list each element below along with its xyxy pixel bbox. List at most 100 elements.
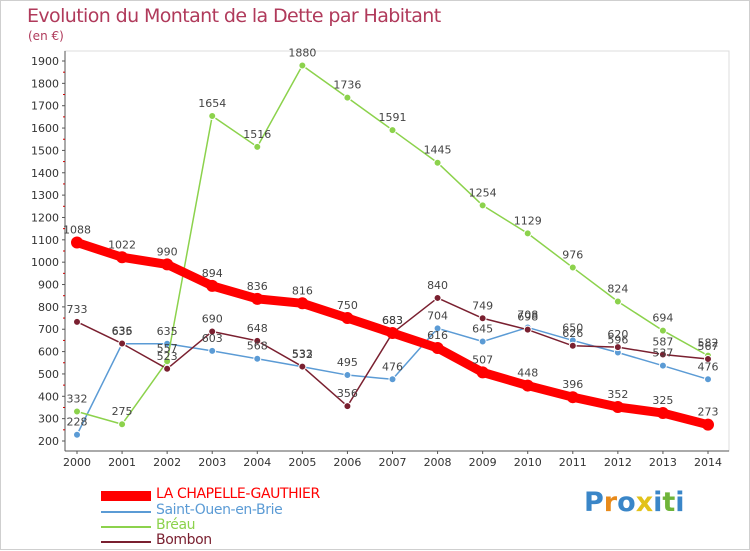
y-tick-label: 1100 bbox=[31, 234, 59, 247]
x-tick-label: 2010 bbox=[514, 456, 542, 469]
data-label: 332 bbox=[67, 392, 88, 405]
data-point bbox=[161, 258, 174, 271]
legend-label: Bréau bbox=[156, 517, 196, 533]
data-label: 476 bbox=[382, 360, 403, 373]
data-point bbox=[613, 343, 622, 352]
data-point bbox=[73, 317, 81, 326]
data-point bbox=[73, 430, 81, 439]
legend-label: Saint-Ouen-en-Brie bbox=[156, 502, 283, 518]
data-label: 733 bbox=[67, 303, 88, 316]
y-tick-label: 1200 bbox=[31, 211, 59, 224]
x-tick-label: 2012 bbox=[604, 456, 632, 469]
y-tick-label: 1800 bbox=[31, 77, 59, 90]
data-point bbox=[523, 325, 532, 334]
data-label: 476 bbox=[698, 360, 719, 373]
data-point bbox=[298, 61, 307, 70]
logo-letter: x bbox=[635, 487, 654, 518]
data-label: 356 bbox=[337, 387, 358, 400]
data-label: 567 bbox=[698, 340, 719, 353]
data-point bbox=[478, 201, 487, 210]
logo-letter: t bbox=[662, 487, 676, 518]
chart-title: Evolution du Montant de la Dette par Hab… bbox=[27, 5, 441, 27]
logo-letter: i bbox=[675, 487, 685, 518]
data-label: 1654 bbox=[198, 97, 226, 110]
x-tick-label: 2005 bbox=[288, 456, 316, 469]
y-tick-label: 1900 bbox=[31, 55, 59, 68]
data-label: 1254 bbox=[469, 186, 497, 199]
data-point bbox=[478, 337, 487, 346]
legend-swatch bbox=[101, 541, 151, 543]
y-tick-label: 400 bbox=[38, 390, 59, 403]
data-label: 1129 bbox=[514, 214, 542, 227]
data-label: 635 bbox=[157, 325, 178, 338]
data-point bbox=[433, 324, 442, 333]
x-tick-label: 2014 bbox=[694, 456, 722, 469]
data-point bbox=[296, 297, 309, 310]
data-point bbox=[433, 158, 442, 167]
data-label: 532 bbox=[292, 348, 313, 361]
y-tick-label: 700 bbox=[38, 323, 59, 336]
data-point bbox=[251, 292, 264, 305]
data-label: 749 bbox=[472, 299, 493, 312]
x-tick-label: 2008 bbox=[424, 456, 452, 469]
data-label: 636 bbox=[112, 325, 133, 338]
data-label: 507 bbox=[472, 353, 493, 366]
data-point bbox=[73, 407, 81, 416]
data-label: 523 bbox=[157, 350, 178, 363]
data-point bbox=[208, 346, 217, 355]
y-tick-label: 800 bbox=[38, 301, 59, 314]
data-point bbox=[118, 339, 127, 348]
data-label: 824 bbox=[607, 283, 628, 296]
data-label: 750 bbox=[337, 299, 358, 312]
y-tick-label: 1300 bbox=[31, 189, 59, 202]
x-tick-label: 2013 bbox=[649, 456, 677, 469]
y-tick-label: 200 bbox=[38, 435, 59, 448]
data-label: 228 bbox=[67, 416, 88, 429]
x-tick-label: 2001 bbox=[108, 456, 136, 469]
data-point bbox=[298, 362, 307, 371]
data-label: 1880 bbox=[288, 46, 316, 59]
data-point bbox=[478, 314, 487, 323]
proxiti-logo: Proxiti bbox=[584, 487, 685, 518]
data-point bbox=[208, 111, 217, 120]
data-label: 635 bbox=[112, 325, 133, 338]
data-label: 1088 bbox=[63, 224, 91, 237]
data-label: 1022 bbox=[108, 238, 136, 251]
data-label: 587 bbox=[652, 335, 673, 348]
data-label: 704 bbox=[427, 309, 448, 322]
data-point bbox=[568, 263, 577, 272]
data-label: 448 bbox=[517, 367, 538, 380]
data-label: 1736 bbox=[333, 79, 361, 92]
y-tick-label: 300 bbox=[38, 413, 59, 426]
data-point bbox=[704, 375, 712, 384]
logo-letter: r bbox=[603, 487, 618, 518]
data-label: 603 bbox=[202, 332, 223, 345]
data-label: 596 bbox=[607, 333, 628, 346]
y-tick-label: 1400 bbox=[31, 167, 59, 180]
data-point bbox=[206, 279, 219, 292]
data-label: 648 bbox=[247, 322, 268, 335]
data-point bbox=[566, 391, 579, 404]
data-point bbox=[702, 418, 714, 431]
logo-letter: P bbox=[584, 487, 604, 518]
legend-label: Bombon bbox=[156, 532, 212, 548]
data-point bbox=[704, 354, 712, 363]
x-tick-label: 2004 bbox=[243, 456, 271, 469]
data-label: 650 bbox=[562, 321, 583, 334]
unit-label: (en €) bbox=[28, 29, 64, 43]
data-point bbox=[253, 142, 262, 151]
data-label: 816 bbox=[292, 284, 313, 297]
data-label: 275 bbox=[112, 405, 133, 418]
data-point bbox=[253, 336, 262, 345]
data-label: 683 bbox=[382, 314, 403, 327]
x-tick-label: 2003 bbox=[198, 456, 226, 469]
data-point bbox=[341, 312, 354, 325]
data-point bbox=[476, 366, 489, 379]
x-tick-label: 2000 bbox=[63, 456, 91, 469]
data-point bbox=[433, 293, 442, 302]
data-label: 1516 bbox=[243, 128, 271, 141]
data-label: 645 bbox=[472, 323, 493, 336]
data-point bbox=[343, 371, 352, 380]
data-point bbox=[118, 420, 127, 429]
